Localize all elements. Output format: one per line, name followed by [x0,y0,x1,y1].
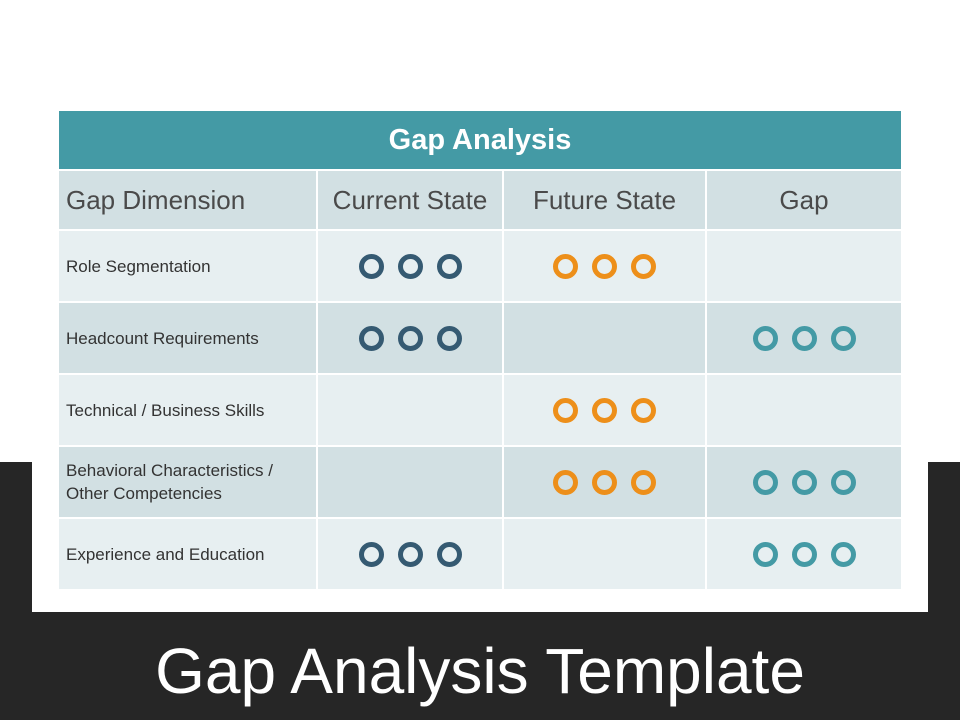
ring-icon [830,469,856,495]
ring-icon [631,253,656,279]
gap-cell [707,517,901,589]
dimension-cell: Role Segmentation [59,229,318,301]
gap-rings [752,469,856,495]
future-cell [504,301,707,373]
header-current-state: Current State [318,169,504,229]
table-title: Gap Analysis [59,111,901,169]
table-header-row: Gap Dimension Current State Future State… [59,169,901,229]
ring-icon [752,469,778,495]
ring-icon [397,253,423,279]
gap-cell [707,301,901,373]
dimension-label: Role Segmentation [66,256,211,276]
ring-icon [553,397,578,423]
gap-cell [707,445,901,517]
gap-rings [752,541,856,567]
future-cell [504,517,707,589]
ring-icon [358,253,384,279]
current-rings [358,541,462,567]
current-cell [318,373,504,445]
future-cell [504,373,707,445]
header-future-state: Future State [504,169,707,229]
table-row: Behavioral Characteristics / Other Compe… [59,445,901,517]
table-row: Headcount Requirements [59,301,901,373]
dimension-cell: Technical / Business Skills [59,373,318,445]
table-row: Role Segmentation [59,229,901,301]
ring-icon [791,469,817,495]
future-rings [553,253,656,279]
table-row: Technical / Business Skills [59,373,901,445]
dimension-label: Behavioral Characteristics / Other Compe… [66,461,273,503]
ring-icon [358,541,384,567]
dimension-label: Experience and Education [66,544,265,564]
current-cell [318,517,504,589]
current-cell [318,445,504,517]
ring-icon [553,253,578,279]
future-cell [504,445,707,517]
current-cell [318,229,504,301]
current-rings [358,253,462,279]
ring-icon [791,325,817,351]
header-gap-dimension: Gap Dimension [59,169,318,229]
gap-cell [707,229,901,301]
gap-cell [707,373,901,445]
ring-icon [592,469,617,495]
ring-icon [436,541,462,567]
ring-icon [397,541,423,567]
gap-rings [752,325,856,351]
ring-icon [631,397,656,423]
dimension-label: Headcount Requirements [66,328,259,348]
current-cell [318,301,504,373]
ring-icon [436,325,462,351]
ring-icon [592,253,617,279]
ring-icon [358,325,384,351]
dimension-cell: Behavioral Characteristics / Other Compe… [59,445,318,517]
ring-icon [436,253,462,279]
ring-icon [752,325,778,351]
future-rings [553,469,656,495]
ring-icon [752,541,778,567]
future-cell [504,229,707,301]
dimension-label: Technical / Business Skills [66,400,265,420]
ring-icon [830,541,856,567]
ring-icon [553,469,578,495]
header-gap: Gap [707,169,901,229]
ring-icon [830,325,856,351]
dimension-cell: Headcount Requirements [59,301,318,373]
ring-icon [397,325,423,351]
future-rings [553,397,656,423]
gap-analysis-table: Gap Analysis Gap Dimension Current State… [59,111,901,589]
dimension-cell: Experience and Education [59,517,318,589]
table-row: Experience and Education [59,517,901,589]
current-rings [358,325,462,351]
ring-icon [791,541,817,567]
ring-icon [631,469,656,495]
ring-icon [592,397,617,423]
slide-title: Gap Analysis Template [155,635,805,707]
